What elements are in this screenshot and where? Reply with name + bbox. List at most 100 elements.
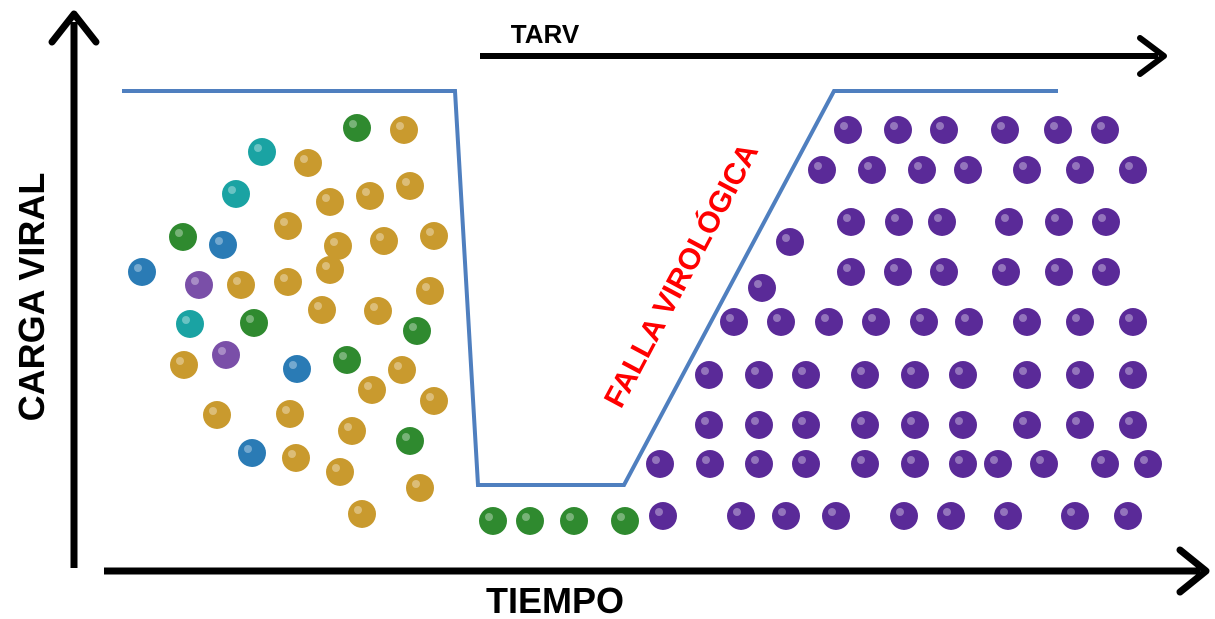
virus-particle-highlight [1097,122,1105,130]
virus-particle-resistant [1119,308,1147,336]
virus-particle-resistant [1066,308,1094,336]
virus-particle-highlight [246,315,254,323]
virus-particle-highlight [322,194,330,202]
virus-particle-resistant [1066,156,1094,184]
virus-particles [128,114,1162,535]
virus-particle-mixed [170,351,198,379]
virus-particle-resistant [901,450,929,478]
virus-particle-highlight [702,456,710,464]
virus-particle-resistant [748,274,776,302]
virus-particle-highlight [1125,367,1133,375]
virus-particle-highlight [344,423,352,431]
virus-particle-resistant [727,502,755,530]
virus-particle-highlight [857,367,865,375]
virus-particle-highlight [701,417,709,425]
virus-particle-highlight [362,188,370,196]
virus-particle-highlight [916,314,924,322]
virus-particle-resistant [930,116,958,144]
virus-particle-resistant [901,361,929,389]
virus-particle-resistant [910,308,938,336]
virus-particle-mixed [274,268,302,296]
virus-particle-highlight [1001,214,1009,222]
virus-particle-highlight [907,367,915,375]
virus-particle-mixed [356,182,384,210]
virus-particle-resistant [851,411,879,439]
virus-particle-mixed [388,356,416,384]
virus-particle-highlight [773,314,781,322]
virus-particle-highlight [857,456,865,464]
virus-particle-mixed [227,271,255,299]
virus-particle-resistant [928,208,956,236]
virus-particle-mixed [240,309,268,337]
virus-particle-mixed [294,149,322,177]
virus-particle-mixed [276,400,304,428]
virus-particle-highlight [1067,508,1075,516]
virus-particle-highlight [254,144,262,152]
virus-particle-resistant [1066,411,1094,439]
virus-particle-highlight [1051,214,1059,222]
virus-particle-resistant [954,156,982,184]
virus-particle-highlight [990,456,998,464]
virus-particle-highlight [370,303,378,311]
virus-particle-highlight [332,464,340,472]
virus-particle-resistant [792,411,820,439]
virus-particle-highlight [652,456,660,464]
virus-particle-highlight [394,362,402,370]
virus-particle-mixed [338,417,366,445]
virus-particle-highlight [1120,508,1128,516]
virus-particle-highlight [1072,162,1080,170]
virus-particle-suppressed [516,507,544,535]
virus-particle-resistant [808,156,836,184]
virus-particle-highlight [907,417,915,425]
virus-particle-mixed [248,138,276,166]
therapy-label: TARV [511,19,580,49]
virus-particle-highlight [215,237,223,245]
virus-particle-highlight [733,508,741,516]
virus-particle-resistant [1114,502,1142,530]
virus-particle-highlight [1019,417,1027,425]
virus-particle-highlight [322,262,330,270]
virus-particle-resistant [851,361,879,389]
virus-particle-highlight [751,456,759,464]
virus-particle-resistant [908,156,936,184]
virus-particle-highlight [1072,314,1080,322]
virus-particle-highlight [1098,214,1106,222]
virus-particle-highlight [412,480,420,488]
virus-particle-highlight [961,314,969,322]
virus-particle-highlight [209,407,217,415]
virus-particle-highlight [754,280,762,288]
virus-particle-resistant [776,228,804,256]
virus-particle-mixed [185,271,213,299]
virus-particle-mixed [128,258,156,286]
virus-particle-highlight [280,218,288,226]
virus-particle-highlight [1072,367,1080,375]
x-axis [104,546,1210,596]
virologic-failure-label: FALLA VIROLÓGICA [597,138,765,413]
virus-particle-resistant [695,411,723,439]
virus-particle-mixed [316,256,344,284]
virus-particle-highlight [218,347,226,355]
virus-particle-resistant [949,450,977,478]
virus-particle-highlight [182,316,190,324]
virus-particle-mixed [403,317,431,345]
virus-particle-resistant [1092,258,1120,286]
virus-particle-resistant [815,308,843,336]
virus-particle-resistant [792,450,820,478]
virus-particle-resistant [1045,208,1073,236]
virus-particle-mixed [209,231,237,259]
virus-particle-mixed [416,277,444,305]
virus-particle-highlight [354,506,362,514]
virus-particle-highlight [617,513,625,521]
y-axis-arrowhead [48,10,100,46]
virus-particle-highlight [1000,508,1008,516]
virus-particle-highlight [282,406,290,414]
virus-particle-mixed [282,444,310,472]
virus-particle-highlight [485,513,493,521]
virus-particle-highlight [280,274,288,282]
virus-particle-resistant [949,361,977,389]
virus-particle-suppressed [611,507,639,535]
virus-particle-resistant [1030,450,1058,478]
virus-particle-highlight [726,314,734,322]
virus-particle-highlight [1019,314,1027,322]
virus-particle-resistant [1044,116,1072,144]
